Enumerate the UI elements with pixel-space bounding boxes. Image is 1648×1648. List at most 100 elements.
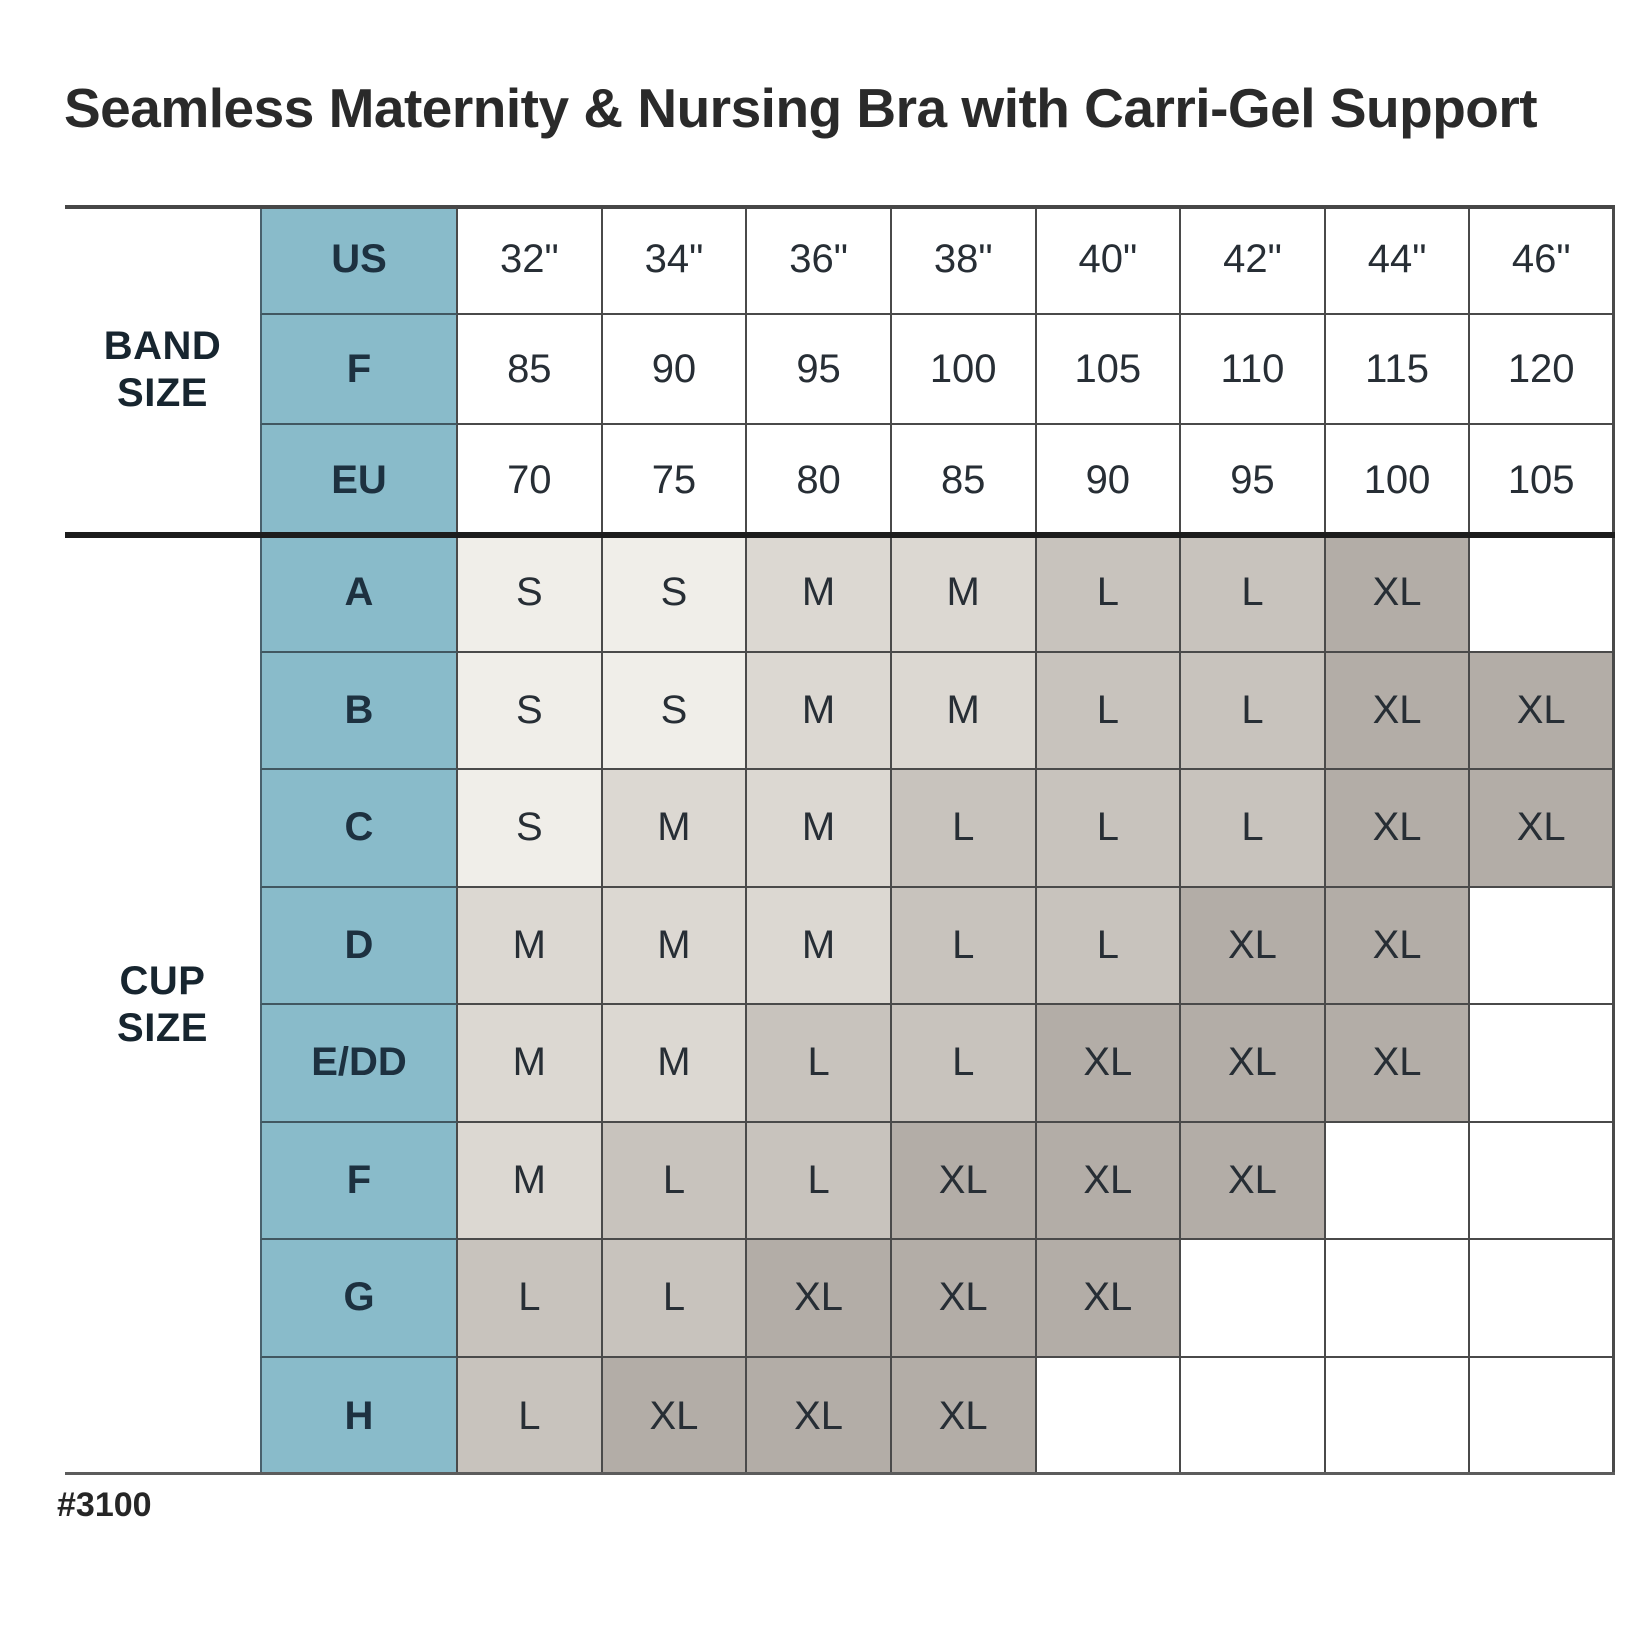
table-top-border <box>65 205 1615 209</box>
cup-cell-B-col2: S <box>602 652 748 770</box>
cup-cell-EDD-col2: M <box>602 1005 748 1123</box>
cup-cell-G-col1: L <box>458 1240 603 1358</box>
cup-row-label-A: A <box>260 535 458 653</box>
band-cell-US-col8: 46" <box>1470 205 1615 315</box>
band-cell-EU-col8: 105 <box>1470 425 1615 535</box>
cup-cell-D-col3: M <box>747 887 892 1005</box>
cup-cell-D-col5: L <box>1036 887 1182 1005</box>
cup-cell-H-col7 <box>1325 1357 1471 1475</box>
cup-cell-EDD-col8 <box>1470 1005 1615 1123</box>
cup-cell-C-col8: XL <box>1470 770 1615 888</box>
cup-cell-F-col8 <box>1470 1122 1615 1240</box>
band-cell-EU-col7: 100 <box>1325 425 1471 535</box>
band-cell-US-col3: 36" <box>747 205 892 315</box>
band-cell-US-col2: 34" <box>602 205 748 315</box>
cup-cell-G-col8 <box>1470 1240 1615 1358</box>
cup-row-label-D: D <box>260 887 458 1005</box>
band-cell-US-col5: 40" <box>1036 205 1182 315</box>
cup-cell-A-col5: L <box>1036 535 1182 653</box>
cup-cell-D-col2: M <box>602 887 748 1005</box>
cup-row-label-B: B <box>260 652 458 770</box>
cup-cell-D-col6: XL <box>1181 887 1326 1005</box>
cup-cell-H-col3: XL <box>747 1357 892 1475</box>
cup-cell-A-col8 <box>1470 535 1615 653</box>
cup-cell-B-col4: M <box>891 652 1037 770</box>
cup-cell-F-col5: XL <box>1036 1122 1182 1240</box>
band-row-label-F: F <box>260 315 458 425</box>
cup-cell-EDD-col6: XL <box>1181 1005 1326 1123</box>
band-cell-US-col4: 38" <box>891 205 1037 315</box>
band-cell-F-col3: 95 <box>747 315 892 425</box>
cup-cell-EDD-col4: L <box>891 1005 1037 1123</box>
band-cell-EU-col4: 85 <box>891 425 1037 535</box>
cup-cell-A-col2: S <box>602 535 748 653</box>
band-cell-EU-col6: 95 <box>1181 425 1326 535</box>
cup-cell-G-col2: L <box>602 1240 748 1358</box>
band-cell-F-col7: 115 <box>1325 315 1471 425</box>
band-cell-F-col8: 120 <box>1470 315 1615 425</box>
cup-cell-C-col3: M <box>747 770 892 888</box>
cup-cell-G-col4: XL <box>891 1240 1037 1358</box>
cup-cell-G-col5: XL <box>1036 1240 1182 1358</box>
cup-cell-EDD-col1: M <box>458 1005 603 1123</box>
band-size-label-line1: BAND <box>103 323 222 368</box>
band-cell-EU-col2: 75 <box>602 425 748 535</box>
cup-cell-G-col3: XL <box>747 1240 892 1358</box>
cup-cell-B-col7: XL <box>1325 652 1471 770</box>
cup-cell-F-col7 <box>1325 1122 1471 1240</box>
cup-cell-H-col6 <box>1181 1357 1326 1475</box>
cup-cell-G-col7 <box>1325 1240 1471 1358</box>
cup-row-label-EDD: E/DD <box>260 1005 458 1123</box>
cup-cell-A-col1: S <box>458 535 603 653</box>
cup-cell-F-col4: XL <box>891 1122 1037 1240</box>
band-cell-F-col2: 90 <box>602 315 748 425</box>
cup-size-label-line1: CUP <box>119 958 206 1003</box>
cup-row-label-H: H <box>260 1357 458 1475</box>
cup-cell-B-col1: S <box>458 652 603 770</box>
cup-row-label-F: F <box>260 1122 458 1240</box>
cup-cell-C-col5: L <box>1036 770 1182 888</box>
cup-cell-C-col1: S <box>458 770 603 888</box>
band-row-label-EU: EU <box>260 425 458 535</box>
cup-cell-H-col2: XL <box>602 1357 748 1475</box>
band-cell-F-col1: 85 <box>458 315 603 425</box>
table-bottom-border <box>65 1472 1615 1475</box>
cup-size-group-label: CUP SIZE <box>65 535 260 1475</box>
size-chart-table: BAND SIZE CUP SIZE US 32" 34" 36" 38" 40" 42" 4… <box>65 205 1615 1475</box>
cup-cell-D-col7: XL <box>1325 887 1471 1005</box>
cup-cell-C-col7: XL <box>1325 770 1471 888</box>
cup-cell-EDD-col7: XL <box>1325 1005 1471 1123</box>
cup-cell-A-col3: M <box>747 535 892 653</box>
cup-cell-B-col5: L <box>1036 652 1182 770</box>
cup-cell-C-col4: L <box>891 770 1037 888</box>
cup-cell-A-col4: M <box>891 535 1037 653</box>
cup-cell-B-col6: L <box>1181 652 1326 770</box>
band-cup-separator-line <box>65 532 1615 538</box>
band-cell-F-col6: 110 <box>1181 315 1326 425</box>
cup-cell-B-col3: M <box>747 652 892 770</box>
band-row-label-US: US <box>260 205 458 315</box>
cup-cell-B-col8: XL <box>1470 652 1615 770</box>
cup-cell-F-col6: XL <box>1181 1122 1326 1240</box>
product-number: #3100 <box>57 1486 152 1524</box>
cup-cell-EDD-col5: XL <box>1036 1005 1182 1123</box>
cup-cell-A-col7: XL <box>1325 535 1471 653</box>
page-title: Seamless Maternity & Nursing Bra with Ca… <box>64 77 1538 139</box>
band-size-group-label: BAND SIZE <box>65 205 260 535</box>
cup-row-label-C: C <box>260 770 458 888</box>
cup-cell-H-col5 <box>1036 1357 1182 1475</box>
cup-cell-H-col4: XL <box>891 1357 1037 1475</box>
cup-cell-C-col6: L <box>1181 770 1326 888</box>
cup-cell-F-col2: L <box>602 1122 748 1240</box>
cup-cell-F-col3: L <box>747 1122 892 1240</box>
band-cell-EU-col1: 70 <box>458 425 603 535</box>
band-cell-US-col6: 42" <box>1181 205 1326 315</box>
cup-cell-F-col1: M <box>458 1122 603 1240</box>
cup-cell-D-col8 <box>1470 887 1615 1005</box>
cup-cell-D-col4: L <box>891 887 1037 1005</box>
cup-row-label-G: G <box>260 1240 458 1358</box>
cup-cell-A-col6: L <box>1181 535 1326 653</box>
cup-size-label-line2: SIZE <box>117 1006 208 1050</box>
cup-cell-D-col1: M <box>458 887 603 1005</box>
